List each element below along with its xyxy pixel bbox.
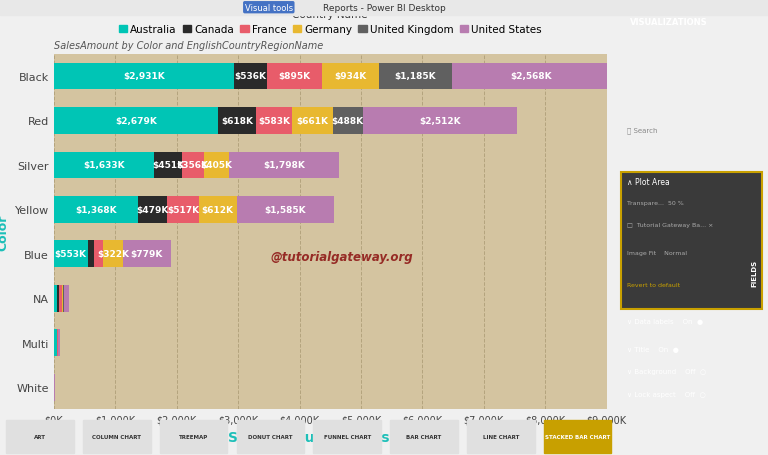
Text: Visual tools: Visual tools <box>245 4 293 13</box>
Text: $322K: $322K <box>97 250 129 259</box>
Text: $2,512K: $2,512K <box>419 116 461 126</box>
Bar <box>362 108 517 135</box>
Bar <box>199 197 237 223</box>
Text: ∨ Lock aspect    Off  ○: ∨ Lock aspect Off ○ <box>627 391 706 397</box>
Text: FUNNEL CHART: FUNNEL CHART <box>323 435 371 439</box>
Text: $1,585K: $1,585K <box>264 205 306 214</box>
Bar <box>204 152 229 179</box>
Bar <box>257 108 292 135</box>
Bar <box>266 64 322 90</box>
Text: $895K: $895K <box>278 72 310 81</box>
Bar <box>313 420 381 453</box>
Bar <box>58 285 59 312</box>
Bar <box>379 64 452 90</box>
Text: $517K: $517K <box>167 205 199 214</box>
Bar <box>58 329 60 356</box>
Bar <box>6 420 74 453</box>
Bar <box>54 285 58 312</box>
Bar <box>390 420 458 453</box>
Bar <box>54 108 218 135</box>
Text: VISUALIZATIONS: VISUALIZATIONS <box>630 18 707 27</box>
Text: $451K: $451K <box>152 161 184 170</box>
Text: Revert to default: Revert to default <box>627 282 680 287</box>
Text: ART: ART <box>34 435 46 439</box>
Bar <box>54 64 233 90</box>
Bar <box>103 241 123 268</box>
Text: $618K: $618K <box>221 116 253 126</box>
Text: STACKED BAR CHART: STACKED BAR CHART <box>545 435 610 439</box>
Bar <box>167 197 199 223</box>
Bar <box>54 329 57 356</box>
Text: $1,633K: $1,633K <box>83 161 124 170</box>
Bar <box>237 420 304 453</box>
Text: ∨ Title    On  ●: ∨ Title On ● <box>627 346 679 352</box>
Text: COLUMN CHART: COLUMN CHART <box>92 435 141 439</box>
Text: $536K: $536K <box>234 72 266 81</box>
Bar <box>237 197 334 223</box>
X-axis label: SalesAmount (Thousands): SalesAmount (Thousands) <box>227 430 433 444</box>
Text: $661K: $661K <box>296 116 329 126</box>
Text: $488K: $488K <box>332 116 364 126</box>
Text: Image Fit    Normal: Image Fit Normal <box>627 250 687 255</box>
Bar <box>218 108 257 135</box>
Bar <box>544 420 611 453</box>
Text: $1,368K: $1,368K <box>75 205 117 214</box>
Bar <box>229 152 339 179</box>
Text: ∨ Data labels    On  ●: ∨ Data labels On ● <box>627 318 703 324</box>
Text: DONUT CHART: DONUT CHART <box>248 435 293 439</box>
Bar <box>54 152 154 179</box>
Bar <box>94 241 103 268</box>
FancyBboxPatch shape <box>621 173 762 309</box>
Bar <box>154 152 182 179</box>
Text: $2,931K: $2,931K <box>123 72 164 81</box>
Text: $1,798K: $1,798K <box>263 161 305 170</box>
Bar <box>233 64 266 90</box>
Y-axis label: Color: Color <box>0 214 9 250</box>
Text: $934K: $934K <box>334 72 366 81</box>
Text: $779K: $779K <box>131 250 163 259</box>
Text: □  Tutorial Gateway Ba... ×: □ Tutorial Gateway Ba... × <box>627 223 713 228</box>
Text: @tutorialgateway.org: @tutorialgateway.org <box>270 250 412 263</box>
Bar <box>292 108 333 135</box>
Bar <box>59 285 61 312</box>
Legend: Australia, Canada, France, Germany, United Kingdom, United States: Australia, Canada, France, Germany, Unit… <box>119 10 541 35</box>
Text: FIELDS: FIELDS <box>752 259 757 287</box>
Text: $2,679K: $2,679K <box>115 116 157 126</box>
Bar <box>182 152 204 179</box>
Bar <box>64 285 68 312</box>
Bar <box>0 0 768 16</box>
Bar <box>333 108 362 135</box>
Bar <box>83 420 151 453</box>
Text: TREEMAP: TREEMAP <box>179 435 208 439</box>
Bar <box>123 241 170 268</box>
Bar <box>61 285 63 312</box>
Bar <box>54 197 137 223</box>
Text: LINE CHART: LINE CHART <box>482 435 519 439</box>
Text: $479K: $479K <box>137 205 169 214</box>
Bar <box>467 420 535 453</box>
Text: Transpare...  50 %: Transpare... 50 % <box>627 200 684 205</box>
Text: ∨ Background    Off  ○: ∨ Background Off ○ <box>627 369 706 374</box>
Text: $612K: $612K <box>202 205 233 214</box>
Bar <box>137 197 167 223</box>
Bar <box>452 64 610 90</box>
Text: Reports - Power BI Desktop: Reports - Power BI Desktop <box>323 4 445 13</box>
Text: $583K: $583K <box>258 116 290 126</box>
Bar <box>54 241 88 268</box>
Text: $1,185K: $1,185K <box>395 72 436 81</box>
Bar <box>160 420 227 453</box>
Text: $553K: $553K <box>55 250 87 259</box>
Text: $2,568K: $2,568K <box>510 72 551 81</box>
Bar <box>322 64 379 90</box>
Text: BAR CHART: BAR CHART <box>406 435 442 439</box>
Text: 🔍 Search: 🔍 Search <box>627 127 657 134</box>
Text: ∧ Plot Area: ∧ Plot Area <box>627 177 670 187</box>
Bar <box>88 241 94 268</box>
Text: SalesAmount by Color and EnglishCountryRegionName: SalesAmount by Color and EnglishCountryR… <box>54 41 323 51</box>
Text: $356K: $356K <box>177 161 209 170</box>
Text: $405K: $405K <box>200 161 232 170</box>
